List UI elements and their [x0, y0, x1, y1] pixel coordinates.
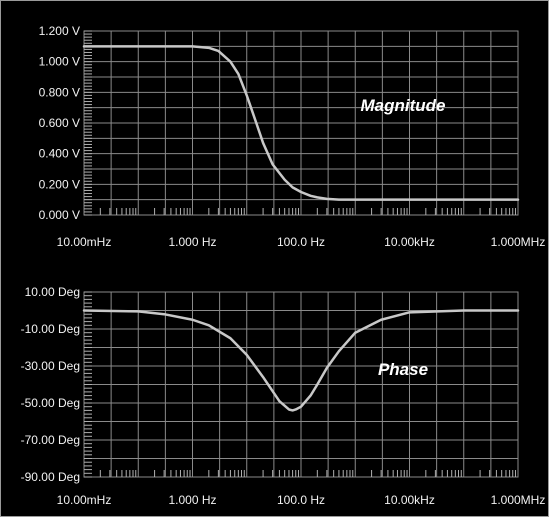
magnitude-plot: 0.000 V 0.200 V 0.400 V 0.600 V 0.800 V 1.000… — [39, 24, 546, 249]
phase-xtick-label: 10.00mHz — [57, 493, 112, 507]
magnitude-annotation: Magnitude — [361, 96, 446, 115]
magnitude-xtick-label: 100.0 Hz — [277, 235, 325, 249]
phase-ytick-label: -10.00 Deg — [21, 322, 80, 336]
magnitude-xtick-label: 10.00kHz — [384, 235, 435, 249]
phase-ytick-label: 10.00 Deg — [25, 285, 80, 299]
phase-trace — [82, 309, 520, 412]
phase-xtick-label: 10.00kHz — [384, 493, 435, 507]
phase-ytick-label: -70.00 Deg — [21, 433, 80, 447]
phase-xtick-label: 100.0 Hz — [277, 493, 325, 507]
magnitude-ytick-label: 0.600 V — [39, 116, 80, 130]
magnitude-ytick-label: 1.200 V — [39, 24, 80, 38]
phase-ytick-label: -30.00 Deg — [21, 359, 80, 373]
phase-ytick-label: -50.00 Deg — [21, 396, 80, 410]
phase-annotation: Phase — [378, 360, 428, 379]
phase-xtick-label: 1.000 Hz — [168, 493, 216, 507]
magnitude-ytick-label: 0.200 V — [39, 177, 80, 191]
magnitude-ytick-label: 0.000 V — [39, 208, 80, 222]
phase-plot: 10.00 Deg -10.00 Deg -30.00 Deg -50.00 Deg -… — [21, 285, 546, 507]
phase-ytick-label: -90.00 Deg — [21, 470, 80, 484]
magnitude-ytick-label: 0.800 V — [39, 85, 80, 99]
magnitude-ytick-label: 0.400 V — [39, 147, 80, 161]
phase-xtick-label: 1.000MHz — [491, 493, 546, 507]
magnitude-xtick-label: 1.000MHz — [491, 235, 546, 249]
magnitude-ytick-label: 1.000 V — [39, 55, 80, 69]
magnitude-xtick-label: 1.000 Hz — [168, 235, 216, 249]
magnitude-xtick-label: 10.00mHz — [57, 235, 112, 249]
magnitude-trace — [82, 45, 520, 201]
